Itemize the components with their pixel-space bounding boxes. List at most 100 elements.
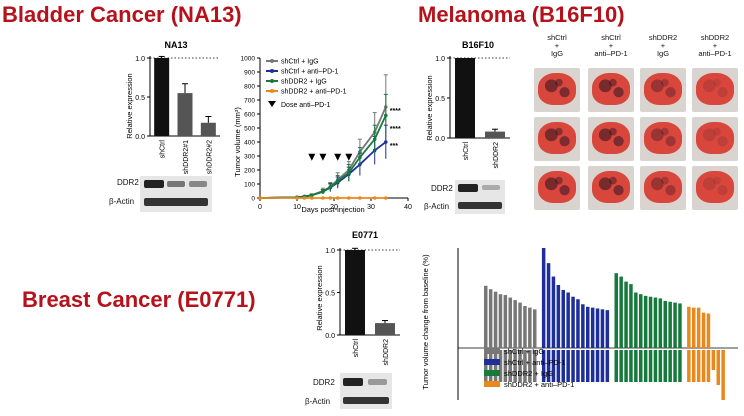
- title-melanoma: Melanoma (B16F10): [418, 2, 625, 27]
- tumor-xlabel: Days post-injection: [301, 205, 364, 214]
- title-bladder: Bladder Cancer (NA13): [2, 2, 242, 27]
- bar: [513, 300, 517, 348]
- bar: [518, 302, 522, 348]
- lung-tissue: [592, 73, 630, 105]
- legend-label: shCtrl + IgG: [504, 347, 544, 356]
- legend-label: shDDR2 + anti–PD-1: [281, 89, 347, 96]
- blot-band: [458, 184, 478, 192]
- lung-image: [588, 117, 634, 161]
- dose-marker: [308, 153, 316, 161]
- lung-image: [588, 166, 634, 210]
- bar: [590, 307, 595, 348]
- lung-tissue: [696, 171, 734, 203]
- legend-label: shCtrl + anti–PD-1: [504, 358, 565, 367]
- bar-lower-segment: [692, 350, 696, 382]
- na13-blot-label-ddr2: DDR2: [117, 178, 139, 187]
- lung-tissue: [644, 122, 682, 154]
- bar: [678, 303, 682, 348]
- bar: [345, 250, 365, 335]
- na13-bar-chart: NA13 Relative expression 0.0 0.5 1.0 shCtrl…: [125, 40, 220, 174]
- category-label: shCtrl: [463, 142, 470, 161]
- bar-lower-segment: [658, 350, 663, 382]
- b16-ylabel: Relative expression: [425, 75, 434, 140]
- bar: [619, 276, 623, 348]
- blot-band: [167, 181, 185, 187]
- bar: [706, 313, 711, 348]
- bar: [566, 292, 570, 348]
- blot-band: [144, 198, 208, 206]
- bar-lower-segment: [546, 350, 551, 382]
- y-tick-label: 200: [244, 168, 255, 175]
- lung-image: [588, 68, 634, 112]
- bar: [643, 295, 648, 348]
- bar-lower-segment: [653, 350, 658, 382]
- bar-lower-segment: [561, 350, 565, 382]
- lung-column-label-line: shCtrl: [547, 33, 567, 42]
- legend-label: shDDR2 + IgG: [281, 79, 327, 86]
- legend-marker: [270, 79, 274, 83]
- legend-swatch: [484, 348, 500, 354]
- lung-tissue: [538, 122, 576, 154]
- legend-label: shCtrl + anti–PD-1: [281, 69, 338, 76]
- lung-image: [692, 166, 738, 210]
- data-point: [258, 196, 262, 200]
- x-tick-label: 20: [330, 204, 338, 211]
- legend-swatch: [484, 381, 500, 387]
- bar: [668, 301, 672, 348]
- bar: [154, 58, 170, 136]
- bar: [600, 309, 605, 348]
- bar: [648, 296, 653, 348]
- bar-lower-segment: [576, 350, 580, 382]
- y-tick-label: 500: [244, 126, 255, 133]
- e0771-ylabel: Relative expression: [315, 265, 324, 330]
- bar-lower-segment: [619, 350, 623, 382]
- x-tick-label: 40: [404, 204, 412, 211]
- b16-blot-label-actin: β-Actin: [424, 202, 450, 211]
- bar-lower-segment: [605, 350, 610, 382]
- y-tick-label: 900: [244, 70, 255, 77]
- bar: [687, 306, 691, 348]
- data-point: [347, 171, 351, 175]
- bar-lower-segment: [643, 350, 648, 382]
- significance-label: ****: [390, 126, 401, 133]
- lung-column-label-line: +: [660, 41, 666, 50]
- bar: [375, 323, 395, 335]
- data-point: [295, 196, 299, 200]
- category-label: shDDR2#1: [183, 140, 190, 174]
- lung-tissue: [538, 171, 576, 203]
- bar-lower-segment: [566, 350, 570, 382]
- bar: [493, 291, 498, 348]
- y-tick-label: 600: [244, 112, 255, 119]
- bar: [556, 284, 561, 348]
- bar: [455, 58, 475, 138]
- bar: [528, 307, 532, 348]
- bar-lower-segment: [663, 350, 667, 382]
- blot-band: [343, 397, 389, 404]
- bar-lower-segment: [586, 350, 590, 382]
- data-point: [310, 193, 314, 197]
- series-line: [259, 106, 387, 199]
- bar: [561, 290, 565, 348]
- lung-column-label-line: shDDR2: [648, 33, 678, 42]
- tumor-ylabel: Tumor volume (mm³): [233, 107, 242, 177]
- data-point: [384, 113, 388, 118]
- legend-marker: [270, 89, 274, 93]
- y-tick-label: 1.0: [135, 56, 145, 63]
- bar-lower-segment: [600, 350, 605, 382]
- bar: [721, 350, 725, 400]
- bar-lower-segment: [571, 350, 575, 382]
- category-label: shCtrl: [353, 339, 360, 358]
- data-point: [328, 196, 333, 200]
- data-point: [358, 155, 362, 160]
- blot-band: [368, 379, 387, 385]
- lung-column-label: shDDR2 + anti–PD-1: [690, 34, 740, 58]
- bar: [498, 294, 503, 348]
- data-point: [302, 196, 307, 200]
- lung-column-label-line: anti–PD-1: [594, 49, 628, 58]
- data-point: [335, 196, 340, 200]
- bar: [586, 306, 590, 348]
- dose-legend-label: Dose anti–PD-1: [281, 102, 331, 109]
- legend-swatch: [484, 370, 500, 376]
- lung-column-label-line: +: [608, 41, 614, 50]
- lung-column-label-line: +: [554, 41, 560, 50]
